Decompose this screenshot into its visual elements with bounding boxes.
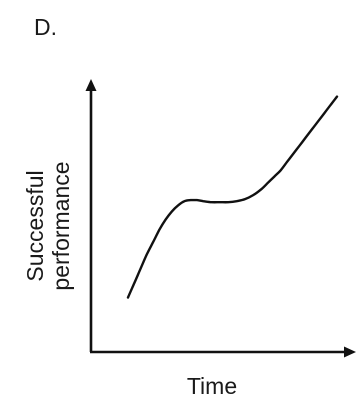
- performance-curve: [126, 95, 339, 299]
- y-axis-label-line-1: Successful: [22, 170, 48, 281]
- x-axis-label: Time: [187, 373, 237, 399]
- figure-label: D.: [34, 14, 57, 40]
- y-axis-label-line-2: performance: [48, 161, 74, 290]
- y-axis-arrow: [85, 79, 97, 91]
- x-axis-arrow: [344, 346, 356, 358]
